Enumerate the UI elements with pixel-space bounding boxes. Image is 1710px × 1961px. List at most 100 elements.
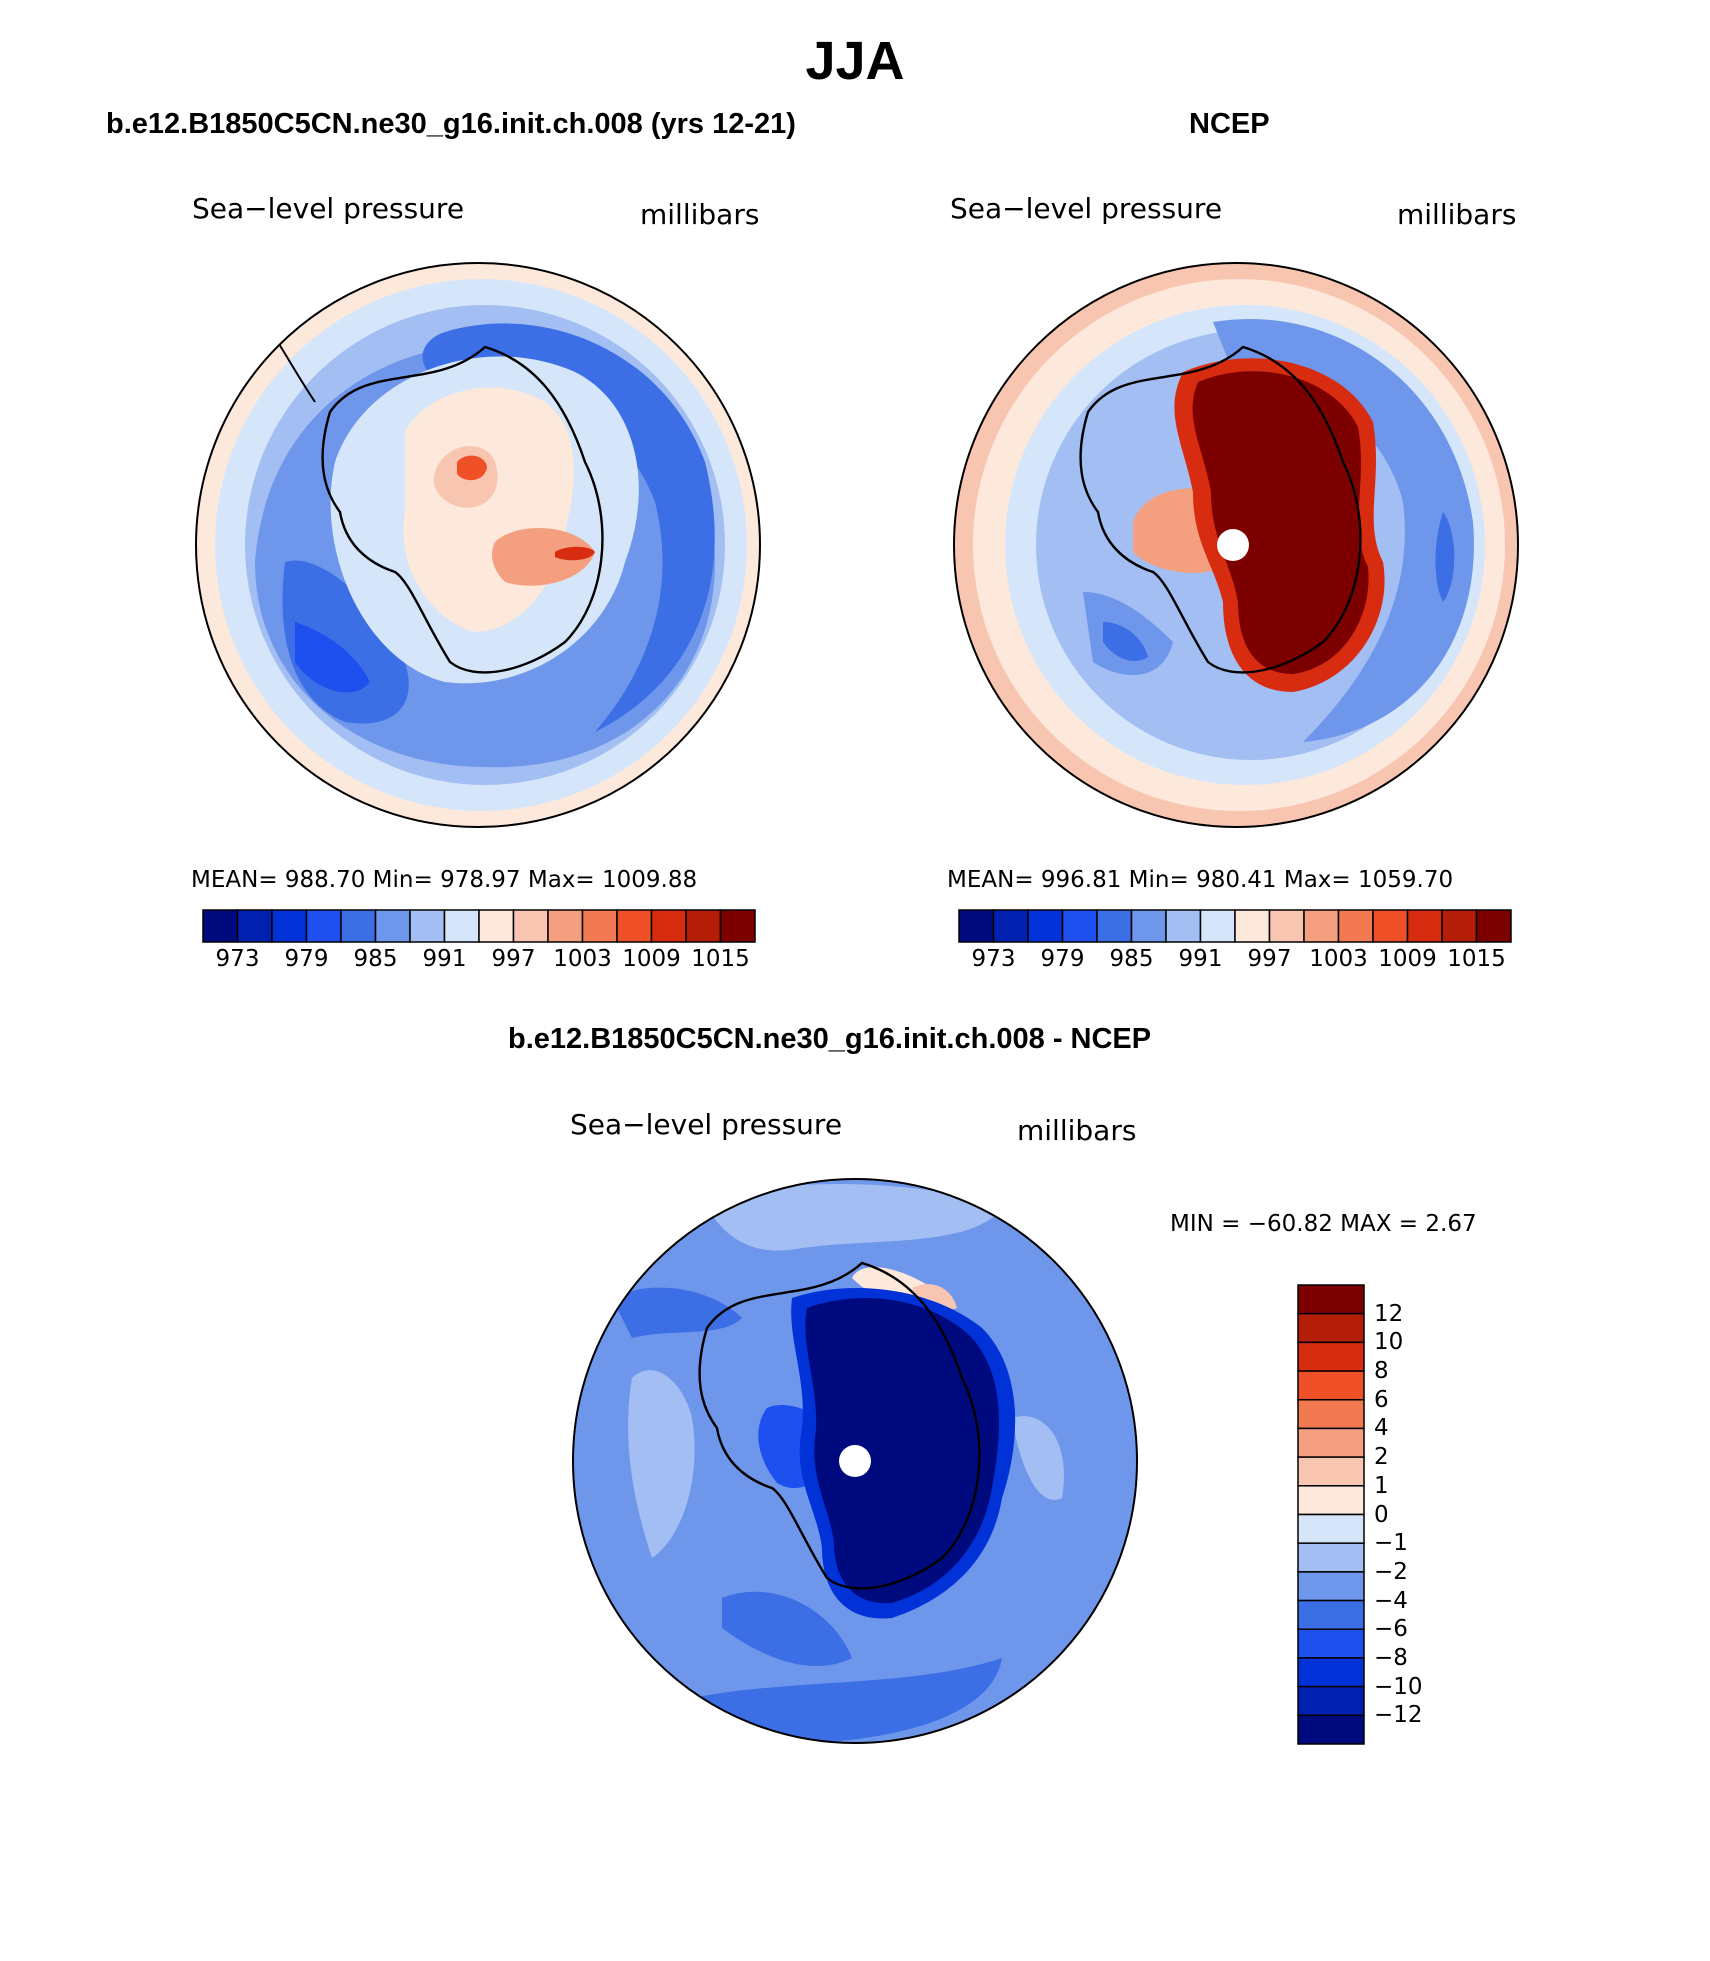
colorbar-swatch (616, 909, 653, 943)
colorbar-swatch (1297, 1685, 1365, 1717)
diff-colorbar-ticks: 12 10 8 6 4 2 1 0 −1 −2 −4 −6 −8 −10 −12 (1374, 1285, 1454, 1744)
colorbar-swatch (1297, 1427, 1365, 1458)
colorbar-swatch (478, 909, 515, 943)
colorbar-tick-label: −4 (1374, 1587, 1408, 1614)
obs-stats: MEAN= 996.81 Min= 980.41 Max= 1059.70 (947, 867, 1454, 893)
obs-field-label: Sea−level pressure (950, 192, 1223, 225)
figure-title: JJA (805, 31, 905, 91)
colorbar-swatch (1297, 1341, 1365, 1372)
diff-stats: MIN = −60.82 MAX = 2.67 (1170, 1211, 1477, 1237)
colorbar-swatch (719, 909, 756, 943)
diff-panel-title: b.e12.B1850C5CN.ne30_g16.init.ch.008 - N… (508, 1023, 1152, 1055)
colorbar-swatch (305, 909, 342, 943)
colorbar-swatch (271, 909, 308, 943)
colorbar-swatch (202, 909, 239, 943)
diff-large-negative-core (805, 1298, 999, 1604)
colorbar-tick-label: −6 (1374, 1616, 1408, 1643)
model-colorbar (202, 909, 756, 943)
obs-polar-map (953, 262, 1519, 828)
colorbar-swatch (1475, 909, 1512, 943)
colorbar-swatch (512, 909, 549, 943)
colorbar-swatch (1268, 909, 1305, 943)
colorbar-swatch (1297, 1370, 1365, 1401)
colorbar-tick-label: 991 (422, 946, 467, 972)
colorbar-swatch (1096, 909, 1133, 943)
colorbar-swatch (1297, 1312, 1365, 1344)
colorbar-tick-label: 985 (1109, 946, 1154, 972)
colorbar-swatch (374, 909, 411, 943)
colorbar-tick-label: 1015 (691, 946, 750, 972)
colorbar-tick-label: −10 (1374, 1673, 1423, 1700)
colorbar-swatch (1165, 909, 1202, 943)
colorbar-tick-label: 4 (1374, 1415, 1389, 1442)
colorbar-swatch (1337, 909, 1374, 943)
colorbar-tick-label: 979 (1040, 946, 1085, 972)
colorbar-tick-label: −1 (1374, 1530, 1408, 1557)
colorbar-swatch (1406, 909, 1443, 943)
model-panel-title: b.e12.B1850C5CN.ne30_g16.init.ch.008 (yr… (106, 108, 796, 140)
obs-pole-hole (1217, 529, 1249, 561)
colorbar-tick-label: 0 (1374, 1501, 1389, 1528)
colorbar-swatch (1441, 909, 1478, 943)
colorbar-tick-label: −2 (1374, 1558, 1408, 1585)
obs-units-label: millibars (1397, 198, 1517, 231)
colorbar-swatch (1303, 909, 1340, 943)
colorbar-tick-label: 997 (491, 946, 536, 972)
colorbar-tick-label: 973 (215, 946, 260, 972)
colorbar-tick-label: 10 (1374, 1329, 1404, 1356)
colorbar-tick-label: 973 (971, 946, 1016, 972)
colorbar-swatch (340, 909, 377, 943)
colorbar-swatch (1297, 1284, 1365, 1315)
colorbar-tick-label: 985 (353, 946, 398, 972)
colorbar-swatch (1061, 909, 1098, 943)
colorbar-swatch (1297, 1513, 1365, 1544)
colorbar-tick-label: 2 (1374, 1444, 1389, 1471)
colorbar-swatch (409, 909, 446, 943)
colorbar-swatch (1297, 1542, 1365, 1573)
colorbar-swatch (1199, 909, 1236, 943)
obs-antarctica-coastline (1079, 345, 1362, 674)
diff-polar-map (572, 1178, 1138, 1744)
colorbar-swatch (1130, 909, 1167, 943)
colorbar-tick-label: 1003 (553, 946, 612, 972)
colorbar-swatch (1372, 909, 1409, 943)
obs-map-boundary (953, 262, 1519, 828)
colorbar-swatch (1297, 1599, 1365, 1630)
colorbar-swatch (1027, 909, 1064, 943)
model-map-boundary (195, 262, 761, 828)
colorbar-tick-label: 1015 (1447, 946, 1506, 972)
colorbar-tick-label: 12 (1374, 1300, 1404, 1327)
colorbar-swatch (581, 909, 618, 943)
obs-high-pressure-core (1192, 371, 1369, 674)
colorbar-swatch (992, 909, 1029, 943)
colorbar-swatch (1297, 1399, 1365, 1430)
obs-colorbar (958, 909, 1512, 943)
colorbar-tick-label: 997 (1247, 946, 1292, 972)
model-stats: MEAN= 988.70 Min= 978.97 Max= 1009.88 (191, 867, 698, 893)
colorbar-tick-label: 1009 (1378, 946, 1437, 972)
colorbar-swatch (685, 909, 722, 943)
colorbar-swatch (1297, 1485, 1365, 1516)
colorbar-swatch (547, 909, 584, 943)
colorbar-swatch (650, 909, 687, 943)
colorbar-swatch (958, 909, 995, 943)
colorbar-swatch (236, 909, 273, 943)
diff-pole-hole (839, 1445, 871, 1477)
diff-colorbar (1297, 1284, 1365, 1745)
diff-field-label: Sea−level pressure (570, 1108, 843, 1141)
colorbar-swatch (1297, 1456, 1365, 1487)
colorbar-tick-label: −12 (1374, 1702, 1423, 1729)
colorbar-tick-label: 1 (1374, 1472, 1389, 1499)
colorbar-tick-label: 991 (1178, 946, 1223, 972)
model-antarctica-coastline (321, 345, 604, 674)
model-field-label: Sea−level pressure (192, 192, 465, 225)
colorbar-swatch (1297, 1714, 1365, 1745)
diff-antarctica-coastline (698, 1261, 981, 1590)
colorbar-tick-label: 6 (1374, 1386, 1389, 1413)
colorbar-tick-label: −8 (1374, 1644, 1408, 1671)
colorbar-tick-label: 1003 (1309, 946, 1368, 972)
diff-map-boundary (572, 1178, 1138, 1744)
colorbar-swatch (1297, 1657, 1365, 1688)
obs-panel-title: NCEP (1189, 108, 1270, 140)
colorbar-swatch (1234, 909, 1271, 943)
